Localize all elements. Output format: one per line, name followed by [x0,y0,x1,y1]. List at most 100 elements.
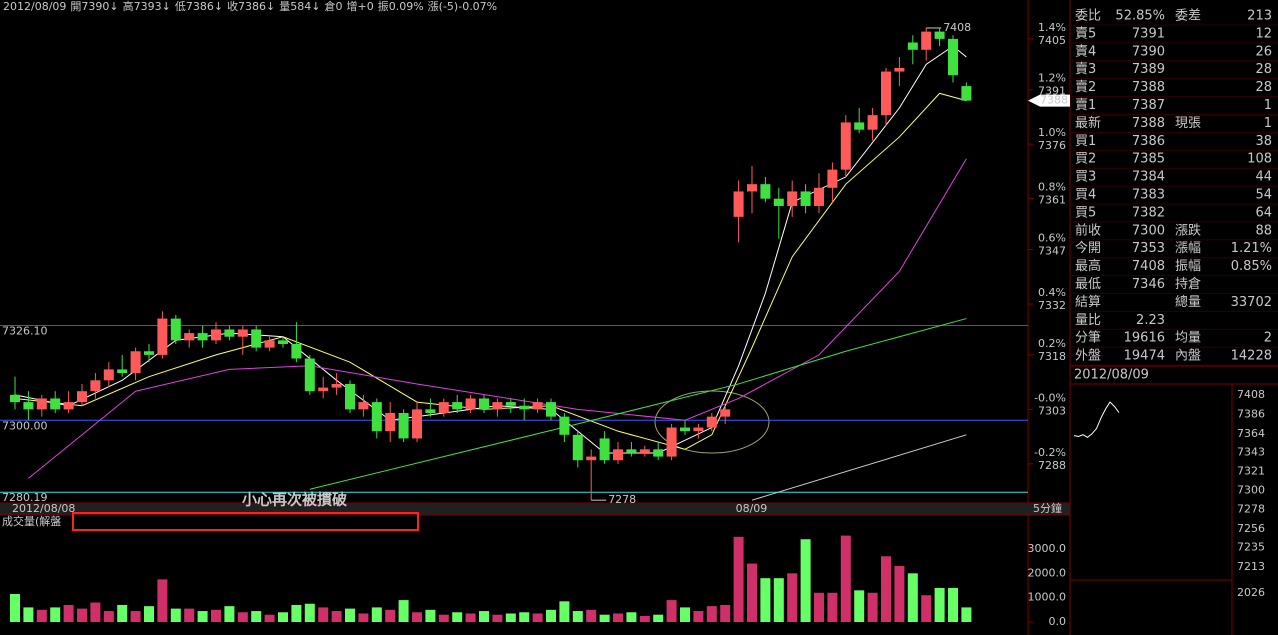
order-book-cell: 漲跌 [1175,222,1201,238]
mini-tick-label: 7386 [1237,407,1265,420]
reference-label: 7280.19 [2,491,48,504]
chart-note: 小心再次被摜破 [242,491,347,509]
volume-bar [505,613,516,622]
candle-body [398,413,409,439]
candle-body [438,402,449,414]
candle-body [854,122,865,130]
volume-bar [572,611,583,622]
order-book-cell: 買3 [1075,170,1096,185]
volume-bar [881,556,891,622]
y-tick-label: 7391 [1038,85,1066,98]
order-book-cell: 54 [1255,188,1272,203]
candle-body [318,387,329,392]
order-book-cell: 0.85% [1231,259,1272,274]
candle-body [385,413,396,432]
mini-tick-label: 7321 [1237,465,1265,478]
candle-body [961,86,972,101]
volume-bar [639,615,650,622]
indicator-line [14,92,967,450]
volume-bar [827,592,838,622]
volume-bar [10,594,20,622]
y-tick-pct: 1.2% [1038,72,1066,85]
volume-bar [626,612,637,622]
y-tick-label: 3000.0 [1028,542,1067,555]
reference-label: 7300.00 [2,419,48,432]
indicator-line [309,318,967,490]
candle-body [572,434,583,461]
order-book-cell: 7387 [1132,98,1165,113]
volume-bar [251,611,262,622]
candle-body [666,427,677,457]
order-book-cell: 64 [1255,205,1272,220]
order-book-cell: 12 [1255,26,1272,41]
annotation-label: 7408 [943,21,971,34]
order-book-cell: 現張 [1175,116,1201,131]
order-book-cell: 2.23 [1136,313,1165,328]
order-book-cell: 2 [1264,331,1272,346]
candle-body [613,449,623,461]
order-book-cell: 213 [1247,9,1272,24]
order-book-cell: 最新 [1075,115,1101,131]
volume-bar [438,614,449,622]
candle-body [559,416,570,435]
volume-bar [157,579,168,622]
order-book-cell: 52.85% [1115,9,1165,24]
order-book-cell: 賣1 [1075,98,1096,113]
candle-body [787,191,798,206]
order-book-cell: 108 [1247,152,1272,167]
period-label: 5分鐘 [1033,501,1062,515]
mini-tick-label: 7364 [1237,427,1265,440]
volume-bar [693,611,704,622]
order-book-cell: 7408 [1132,259,1165,274]
header-field: 增+0 [347,0,374,13]
mini-tick-label: 7278 [1237,503,1265,516]
x-tick-label: 2012/08/08 [12,502,75,515]
header-field: 低7386↓ [175,0,223,13]
volume-bar [948,587,958,622]
y-tick-pct: -0.0% [1034,391,1066,404]
mini-price-line [1073,401,1120,438]
order-book-cell: 28 [1255,80,1272,95]
volume-bar [706,606,717,622]
candle-body [452,402,463,410]
order-book-cell: 買2 [1075,152,1096,167]
order-book-cell: 買5 [1075,205,1096,220]
header-field: 倉0 [325,0,343,13]
volume-bar [934,587,945,622]
candle-body [733,191,744,217]
volume-bar [170,608,181,622]
order-book-cell: 買4 [1075,188,1096,203]
volume-bar [36,609,47,622]
mini-date: 2012/08/09 [1074,368,1149,383]
order-book-cell: 19474 [1124,349,1165,364]
order-book-cell: 外盤 [1075,349,1101,364]
price-tag [1028,94,1070,107]
volume-bar [546,609,556,622]
order-book-cell: 14228 [1231,349,1272,364]
candle-body [90,380,101,392]
candle-body [10,394,20,403]
order-book-cell: 最低 [1075,277,1101,292]
candle-body [492,402,503,410]
y-tick-pct: 1.0% [1038,126,1066,139]
order-book-cell: 賣3 [1075,62,1096,77]
volume-bar [398,600,409,622]
order-book-cell: 賣4 [1075,44,1096,59]
order-book-cell: 前收 [1075,222,1101,238]
order-book-cell: 1 [1264,98,1272,113]
volume-bar [331,611,342,622]
y-tick-label: 7376 [1038,139,1066,152]
mini-tick-label: 7408 [1237,388,1265,401]
mini-tick-label: 7300 [1237,483,1265,496]
candle-body [827,169,838,188]
y-tick-pct: 1.4% [1038,21,1066,34]
order-book-cell: 7300 [1132,223,1165,238]
candle-body [77,391,87,403]
header-field: 漲(-5)-0.07% [428,0,497,13]
candle-body [586,456,597,461]
order-book-cell: 振幅 [1175,259,1201,274]
volume-bar [907,573,918,622]
candle-body [23,402,34,410]
candle-body [693,427,704,432]
order-book-cell: 7389 [1132,62,1165,77]
